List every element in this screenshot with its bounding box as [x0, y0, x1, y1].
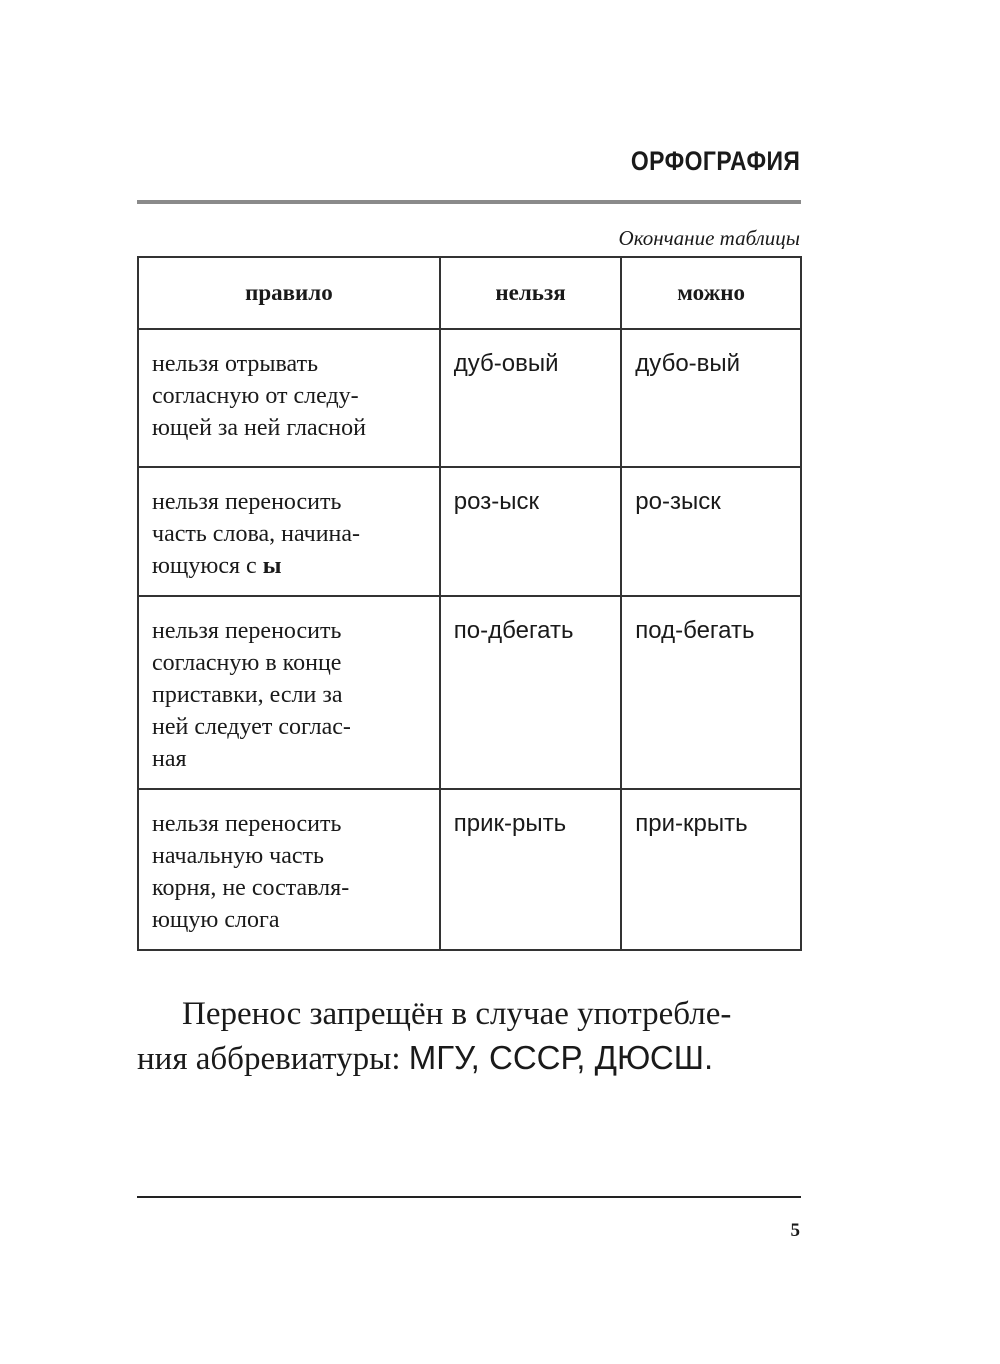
header-rule [137, 200, 801, 204]
wrong-example-cell: прик-рыть [438, 788, 623, 951]
table-header-row: правило нельзя можно [137, 256, 802, 330]
rule-bold-letter: ы [262, 553, 282, 579]
right-example-cell: при-крыть [620, 788, 802, 951]
wrong-example-cell: дуб-овый [438, 328, 623, 468]
rule-line: ней следует соглас- [152, 714, 351, 740]
page-number: 5 [790, 1220, 801, 1241]
footer-rule [137, 1196, 801, 1198]
rule-line: часть слова, начина- [152, 521, 361, 547]
table-row: нельзя переносить часть слова, начина-ющу… [137, 466, 802, 597]
rule-line: нельзя переносить [152, 618, 342, 644]
rule-line: ющуюся с ы [152, 550, 427, 582]
column-header-wrong: нельзя [438, 256, 623, 330]
wrong-example-cell: по-дбегать [438, 595, 623, 790]
right-example-cell: под-бегать [620, 595, 802, 790]
rule-cell: нельзя отрывать согласную от следу-ющей з… [137, 328, 441, 468]
rule-cell: нельзя переносить часть слова, начина-ющу… [137, 466, 441, 597]
rule-cell: нельзя переносить согласную в конце приста… [137, 595, 441, 790]
wrong-example-cell: роз-ыск [438, 466, 623, 597]
paragraph-line: Перенос запрещён в случае употребле- [182, 996, 732, 1032]
right-example-cell: дубо-вый [620, 328, 802, 468]
column-header-right: можно [620, 256, 802, 330]
body-paragraph: Перенос запрещён в случае употребле- ния… [137, 992, 801, 1081]
right-example-cell: ро-зыск [620, 466, 802, 597]
rule-line: ющую слога [152, 907, 280, 933]
rule-line: нельзя переносить [152, 811, 342, 837]
rule-line: нельзя отрывать [152, 351, 319, 377]
table-row: нельзя переносить начальную часть корня, н… [137, 788, 802, 951]
rule-line: нельзя переносить [152, 489, 342, 515]
rule-line: начальную часть [152, 843, 324, 869]
section-title: ОРФОГРАФИЯ [630, 146, 800, 176]
paragraph-line: ния аббревиатуры: МГУ, СССР, ДЮСШ. [137, 1036, 801, 1081]
rule-line: согласную в конце [152, 650, 342, 676]
rule-cell: нельзя переносить начальную часть корня, н… [137, 788, 441, 951]
rule-line: приставки, если за [152, 682, 343, 708]
rule-line-text: ющуюся с [152, 553, 263, 579]
rule-line: ная [152, 746, 187, 772]
table-row: нельзя отрывать согласную от следу-ющей з… [137, 328, 802, 468]
column-header-rule: правило [137, 256, 441, 330]
rule-line: ющей за ней гласной [152, 415, 366, 441]
paragraph-text: ния аббревиатуры: [137, 1041, 409, 1077]
table-caption: Окончание таблицы [618, 226, 800, 250]
table-row: нельзя переносить согласную в конце приста… [137, 595, 802, 790]
rule-line: согласную от следу- [152, 383, 359, 409]
abbreviations: МГУ, СССР, ДЮСШ. [408, 1039, 714, 1076]
rule-line: корня, не составля- [152, 875, 350, 901]
hyphenation-rules-table: правило нельзя можно нельзя отрывать согл… [137, 256, 802, 951]
